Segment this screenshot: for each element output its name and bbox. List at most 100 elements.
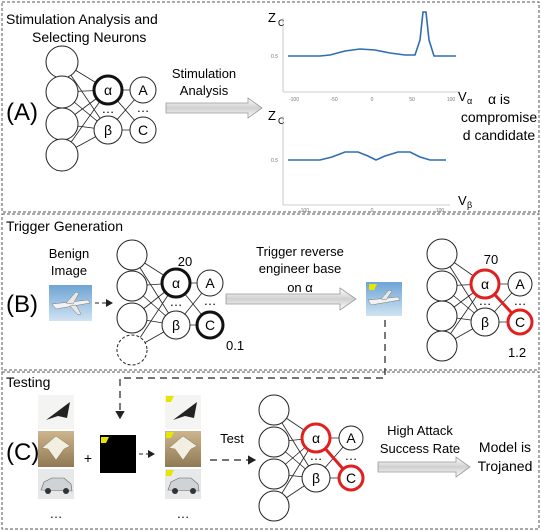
neuron-beta (470, 307, 500, 337)
candidate-note-line1: α is (488, 91, 510, 107)
plot-top-series (288, 11, 456, 57)
input-neuron (116, 334, 148, 366)
stamped-image-desert-jet (165, 431, 201, 467)
panel-b-border (1, 213, 540, 371)
neuron-alpha (469, 268, 501, 300)
plot-top-tick: -50 (330, 97, 337, 103)
reverse-arrow-label-1: Trigger reverse (256, 244, 344, 259)
benign-label-line1: Benign (49, 246, 89, 261)
candidate-note-line3: d candidate (463, 127, 536, 143)
plot-bottom-y-tick: 0.5 (271, 158, 278, 164)
panel-a-title-line1: Stimulation Analysis and (6, 11, 158, 27)
output-c-label: C (515, 314, 525, 330)
panel-c-border (1, 371, 540, 530)
stimulation-arrow-label-2: Analysis (180, 83, 229, 98)
benign-airplane-image (49, 285, 92, 321)
neuron-beta-label: β (312, 470, 320, 486)
output-neuron-a (338, 425, 364, 451)
neuron-beta-label: β (481, 314, 489, 330)
plot-top-x-label: V (458, 89, 467, 104)
panel-a-label: (A) (6, 99, 38, 126)
panel-c-label: (C) (6, 439, 39, 466)
panel-a-title-line2: Selecting Neurons (32, 29, 146, 45)
plot-bottom-tick: 0 (371, 208, 374, 214)
trigger-reverse-arrow (225, 287, 357, 311)
hidden-ellipsis: … (310, 448, 323, 463)
neuron-beta-label: β (172, 317, 180, 333)
test-label: Test (220, 431, 244, 446)
output-neuron-c (506, 308, 534, 336)
neuron-beta (161, 310, 191, 340)
output-neuron-c (195, 310, 225, 340)
plot-bottom-tick: 100 (436, 208, 445, 214)
input-neuron (426, 330, 458, 362)
output-neuron-a (507, 271, 533, 297)
panel-b-title: Trigger Generation (6, 218, 123, 234)
output-c-label: C (138, 122, 148, 138)
trigger-to-testing-arrow (115, 320, 386, 420)
hidden-ellipsis: … (170, 294, 183, 309)
plot-top-y-sub: C (278, 18, 285, 28)
test-image-aircraft (38, 395, 74, 429)
plot-bottom-x-sub: β (467, 200, 472, 210)
plot-bottom: Z C 0.5 -100 0 100 V β (268, 108, 472, 214)
c-value-before: 0.1 (226, 338, 244, 353)
input-neuron (258, 394, 290, 426)
plot-top-y-label: Z (268, 10, 276, 25)
output-neuron-c (129, 116, 157, 144)
neuron-alpha-label: α (481, 276, 489, 292)
attack-arrow-label-1: High Attack (387, 423, 453, 438)
panel-b-label: (B) (6, 291, 38, 318)
input-neuron (45, 107, 79, 141)
benign-label-line2: Image (51, 263, 87, 278)
plot-top-y-tick: 0.5 (271, 54, 278, 60)
hidden-ellipsis: … (479, 293, 492, 308)
neuron-beta (301, 463, 331, 493)
plot-top-x-sub: α (467, 96, 472, 106)
input-neuron (426, 270, 458, 302)
stamped-image-aircraft (165, 395, 201, 429)
stamped-images-ellipsis: … (177, 506, 190, 521)
attack-success-arrow (377, 456, 471, 478)
test-images-ellipsis: … (50, 506, 63, 521)
input-neuron (116, 270, 148, 302)
alpha-value-before: 20 (178, 254, 192, 269)
plot-top-tick: 0 (371, 97, 374, 103)
c-value-after: 1.2 (508, 345, 526, 360)
output-c-label: C (346, 470, 356, 486)
attack-arrow-label-2: Success Rate (380, 441, 460, 456)
input-neuron (116, 302, 148, 334)
panel-c-title: Testing (6, 374, 50, 390)
output-ellipsis: … (137, 100, 150, 115)
output-ellipsis: … (514, 293, 527, 308)
neuron-alpha-label: α (172, 275, 180, 291)
stimulation-arrow-label-1: Stimulation (172, 66, 236, 81)
plus-sign: + (84, 450, 92, 466)
result-line1: Model is (479, 439, 531, 455)
stimulation-arrow (165, 97, 263, 119)
output-c-label: C (205, 317, 215, 333)
hidden-ellipsis: … (102, 101, 115, 116)
input-neuron (45, 138, 79, 172)
plot-top-tick: -100 (289, 97, 299, 103)
plot-bottom-x-label: V (458, 193, 467, 208)
panel-a-border (1, 1, 540, 213)
input-neuron (426, 300, 458, 332)
output-a-label: A (515, 276, 525, 292)
neuron-beta (93, 115, 123, 145)
input-neuron (45, 75, 79, 109)
input-neuron (116, 239, 148, 271)
output-a-label: A (346, 430, 356, 446)
result-line2: Trojaned (478, 458, 533, 474)
input-neuron (45, 45, 79, 79)
output-a-label: A (138, 82, 148, 98)
stamped-image-car (165, 469, 201, 499)
plot-bottom-series (288, 151, 446, 161)
plot-bottom-y-label: Z (268, 108, 276, 123)
input-neuron (258, 490, 290, 522)
alpha-value-after: 70 (484, 252, 498, 267)
input-neuron (258, 426, 290, 458)
reverse-arrow-label-2: engineer base (259, 261, 341, 276)
plot-top-tick: 50 (409, 97, 415, 103)
